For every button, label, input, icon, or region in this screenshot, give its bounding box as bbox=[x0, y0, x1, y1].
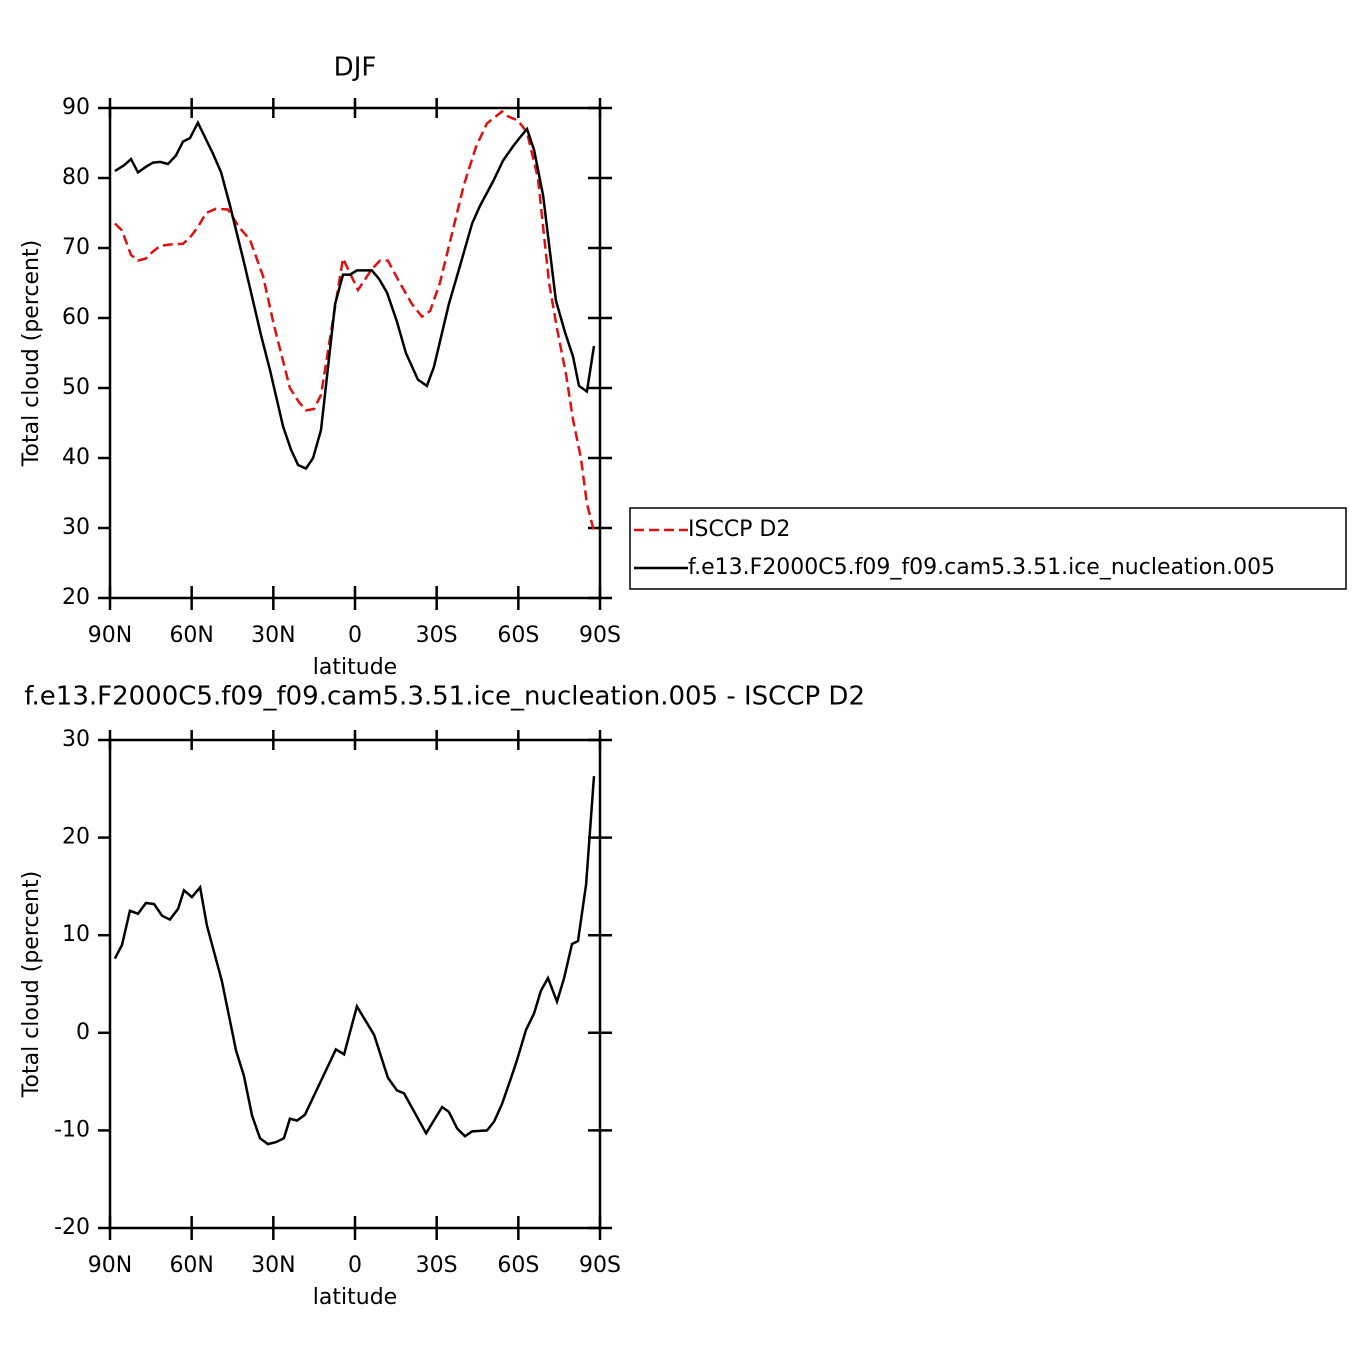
x-tick-label: 60S bbox=[497, 1253, 539, 1278]
x-tick-label: 90S bbox=[579, 623, 621, 648]
x-tick-label: 30S bbox=[416, 1253, 458, 1278]
chart-title: f.e13.F2000C5.f09_f09.cam5.3.51.ice_nucl… bbox=[24, 682, 865, 712]
x-axis-label: latitude bbox=[313, 1285, 397, 1310]
plot-frame bbox=[108, 106, 602, 600]
y-tick-label: 50 bbox=[62, 375, 90, 400]
y-tick-label: 30 bbox=[62, 515, 90, 540]
x-tick-label: 30N bbox=[251, 623, 295, 648]
y-tick-label: 10 bbox=[62, 922, 90, 947]
x-tick-label: 90N bbox=[88, 623, 132, 648]
legend-label: f.e13.F2000C5.f09_f09.cam5.3.51.ice_nucl… bbox=[688, 555, 1275, 580]
legend-label: ISCCP D2 bbox=[688, 517, 790, 542]
x-tick-label: 90N bbox=[88, 1253, 132, 1278]
data-line bbox=[113, 776, 596, 1146]
x-axis-label: latitude bbox=[313, 655, 397, 680]
y-tick-label: -20 bbox=[54, 1215, 90, 1240]
plot-frame bbox=[108, 738, 602, 1230]
x-tick-label: 60N bbox=[169, 1253, 213, 1278]
x-tick-label: 0 bbox=[348, 1253, 362, 1278]
x-tick-label: 30N bbox=[251, 1253, 295, 1278]
y-tick-label: 90 bbox=[62, 95, 90, 120]
legend-box bbox=[629, 507, 1347, 590]
chart-title: DJF bbox=[334, 53, 377, 83]
x-tick-label: 0 bbox=[348, 623, 362, 648]
y-tick-label: 0 bbox=[76, 1020, 90, 1045]
y-tick-label: 20 bbox=[62, 825, 90, 850]
x-tick-label: 60S bbox=[497, 623, 539, 648]
y-tick-label: -10 bbox=[54, 1117, 90, 1142]
data-line bbox=[114, 109, 596, 532]
y-axis-label: Total cloud (percent) bbox=[19, 871, 44, 1098]
x-tick-label: 90S bbox=[579, 1253, 621, 1278]
y-tick-label: 20 bbox=[62, 585, 90, 610]
y-tick-label: 70 bbox=[62, 235, 90, 260]
y-axis-label: Total cloud (percent) bbox=[19, 240, 44, 467]
x-tick-label: 30S bbox=[416, 623, 458, 648]
y-tick-label: 60 bbox=[62, 305, 90, 330]
y-tick-label: 80 bbox=[62, 165, 90, 190]
y-tick-label: 30 bbox=[62, 727, 90, 752]
x-tick-label: 60N bbox=[169, 623, 213, 648]
y-tick-label: 40 bbox=[62, 445, 90, 470]
data-line bbox=[114, 119, 596, 471]
